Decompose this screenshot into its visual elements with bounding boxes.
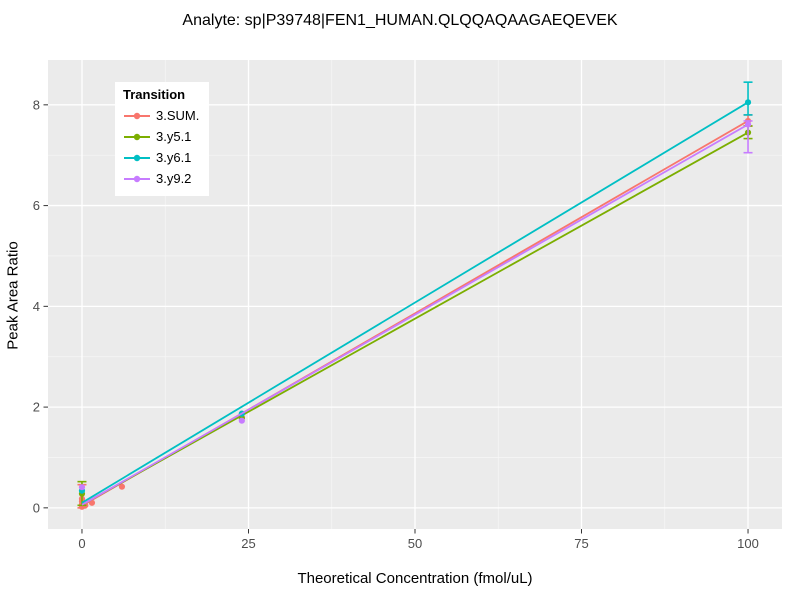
legend-entry: 3.y5.1 [123, 126, 199, 147]
data-point [118, 483, 126, 490]
legend-entry: 3.SUM. [123, 105, 199, 126]
fit-line [81, 123, 749, 506]
legend-entry-label: 3.y5.1 [156, 129, 192, 144]
x-axis-title: Theoretical Concentration (fmol/uL) [297, 570, 533, 587]
legend-key-icon [124, 154, 150, 161]
y-tick-label: 6 [33, 198, 40, 213]
legend-title: Transition [123, 87, 186, 102]
legend-entries: 3.SUM. 3.y5.1 3.y6.1 3.y9.2 [123, 105, 199, 189]
fit-line [81, 101, 749, 504]
y-tick-label: 0 [33, 500, 40, 515]
legend-key-icon [124, 175, 150, 182]
data-point [238, 417, 245, 424]
y-tick-label: 2 [33, 400, 40, 415]
legend-entry: 3.y9.2 [123, 168, 199, 189]
data-point [78, 484, 86, 491]
legend-key-icon [124, 112, 150, 119]
x-tick-label: 100 [737, 536, 759, 551]
x-tick-label: 50 [408, 536, 422, 551]
x-tick-label: 75 [574, 536, 588, 551]
y-tick-label: 8 [33, 97, 40, 112]
x-tick-label: 25 [241, 536, 255, 551]
legend-entry-label: 3.y6.1 [156, 150, 192, 165]
x-tick-label: 0 [78, 536, 85, 551]
data-point [744, 121, 752, 128]
legend-entry-label: 3.y9.2 [156, 171, 192, 186]
legend-key-icon [124, 133, 150, 140]
legend: Transition 3.SUM. 3.y5.1 3.y6.1 3.y9.2 [115, 82, 210, 196]
data-point [744, 99, 752, 106]
legend-entry-label: 3.SUM. [156, 108, 200, 123]
fit-line [81, 131, 749, 506]
y-tick-label: 4 [33, 299, 40, 314]
data-point [88, 499, 96, 506]
plot-title: Analyte: sp|P39748|FEN1_HUMAN.QLQQAQAAGA… [182, 12, 618, 29]
legend-entry: 3.y6.1 [123, 147, 199, 168]
